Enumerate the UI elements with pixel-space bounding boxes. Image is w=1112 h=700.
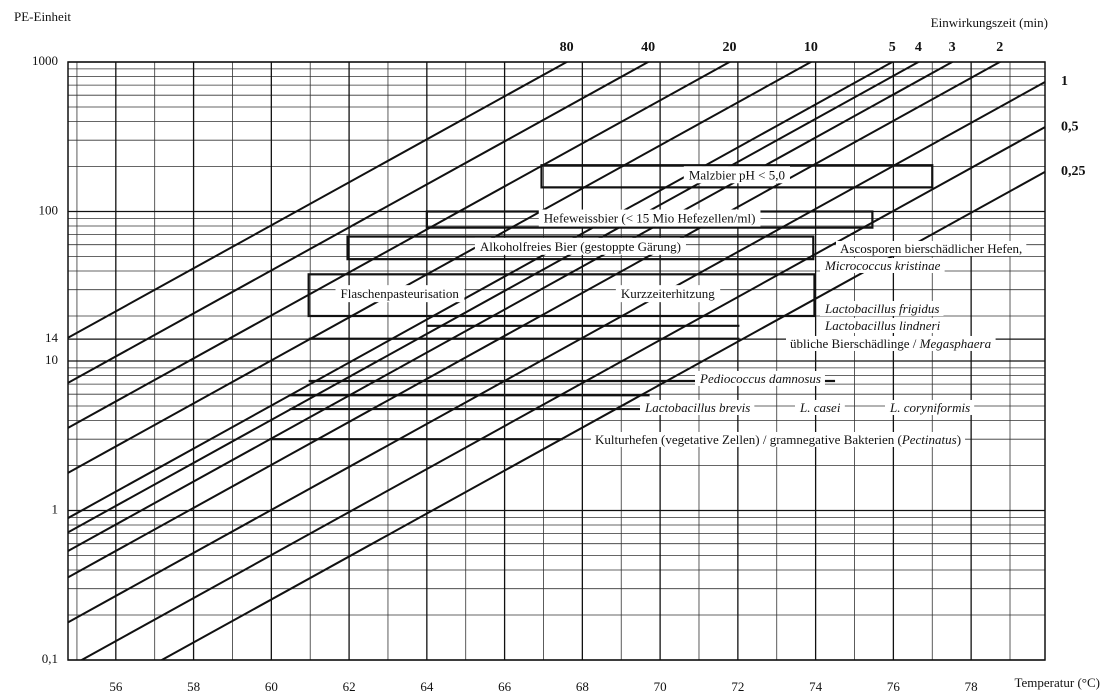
time-line [68,62,955,552]
range-box [307,273,816,318]
label-background [335,285,465,303]
label-background [591,431,966,447]
label-background [683,166,790,184]
legend-label: 2 [996,40,1003,55]
y-tick-label: 100 [39,202,59,217]
annotation: L. casei [799,400,841,415]
label-background [640,399,755,415]
x-tick-label: 68 [576,679,589,694]
x-tick-label: 58 [187,679,200,694]
x-tick-label: 72 [731,679,744,694]
legend-label: 0,25 [1061,164,1086,179]
legend-label: 80 [560,40,574,55]
x-tick-label: 70 [654,679,667,694]
box-label: Alkoholfreies Bier (gestoppte Gärung) [480,239,681,254]
y-tick-label: 0,1 [42,651,58,666]
time-line [68,62,732,429]
label-background [820,317,945,333]
label-background [820,300,944,316]
time-line [68,81,1045,624]
annotation: Pediococcus damnosus [699,371,821,386]
annotation-part: Megasphaera [919,336,992,351]
annotation: Micrococcus kristinae [824,258,941,273]
legend-label: 4 [915,40,922,55]
x-axis-title: Temperatur (°C) [1014,675,1100,690]
label-background [786,335,996,351]
time-line [68,62,1002,579]
x-tick-label: 66 [498,679,512,694]
annotation-part: Lactobacillus frigidus [824,301,939,316]
annotation: Lactobacillus brevis [644,400,750,415]
x-tick-label: 74 [809,679,823,694]
annotation-part: übliche Bierschädlinge / [790,336,920,351]
annotation-part: Ascosporen bierschädlicher Hefen, [840,241,1022,256]
range-box [346,235,815,261]
x-tick-label: 64 [420,679,434,694]
range-box [540,164,934,189]
legend-label: 1 [1061,74,1068,89]
time-line [68,62,651,384]
time-line [68,62,813,474]
x-tick-label: 78 [965,679,978,694]
x-tick-label: 62 [343,679,356,694]
annotation: Lactobacillus lindneri [824,318,941,333]
annotation-part: L. coryniformis [889,400,970,415]
legend-label: 40 [641,40,655,55]
legend-label: 0,5 [1061,119,1079,134]
label-background [615,285,721,303]
y-axis-title: PE-Einheit [14,9,71,24]
label-background [474,237,686,255]
annotation-part: Lactobacillus brevis [644,400,750,415]
annotation: übliche Bierschädlinge / Megasphaera [790,336,992,351]
y-tick-label: 14 [45,330,59,345]
x-tick-label: 76 [887,679,901,694]
annotation-part: ) [957,432,961,447]
legend-label: 3 [949,40,956,55]
time-line [68,62,569,339]
annotation-part: Lactobacillus lindneri [824,318,941,333]
label-background [695,370,825,386]
label-background [885,399,975,415]
legend-label: 5 [889,40,896,55]
label-background [538,209,761,227]
y-tick-label: 10 [45,352,58,367]
time-line [79,126,1045,660]
label-background [820,257,945,273]
annotation: Ascosporen bierschädlicher Hefen, [840,241,1022,256]
box-label: Flaschenpasteurisation [340,286,459,301]
box-label: Hefeweissbier (< 15 Mio Hefezellen/ml) [544,211,756,226]
time-line [68,62,921,534]
annotation-part: Pectinatus [901,432,957,447]
box-label: Kurzzeiterhitzung [621,286,715,301]
annotation-part: Kulturhefen (vegetative Zellen) / gramne… [595,432,902,447]
annotation-part: Pediococcus damnosus [699,371,821,386]
box-label: Malzbier pH < 5,0 [689,167,785,182]
x-tick-label: 56 [109,679,123,694]
legend-label: 10 [804,40,818,55]
annotation-part: L. casei [799,400,841,415]
annotation-part: Micrococcus kristinae [824,258,941,273]
label-background [795,399,845,415]
plot-frame [67,61,1046,661]
annotation: L. coryniformis [889,400,970,415]
legend-title: Einwirkungszeit (min) [931,15,1048,30]
x-tick-label: 60 [265,679,278,694]
label-background [836,240,1027,256]
annotation: Kulturhefen (vegetative Zellen) / gramne… [595,432,961,447]
y-tick-label: 1000 [32,53,58,68]
y-tick-label: 1 [52,501,59,516]
annotation: Lactobacillus frigidus [824,301,939,316]
legend-label: 20 [722,40,736,55]
